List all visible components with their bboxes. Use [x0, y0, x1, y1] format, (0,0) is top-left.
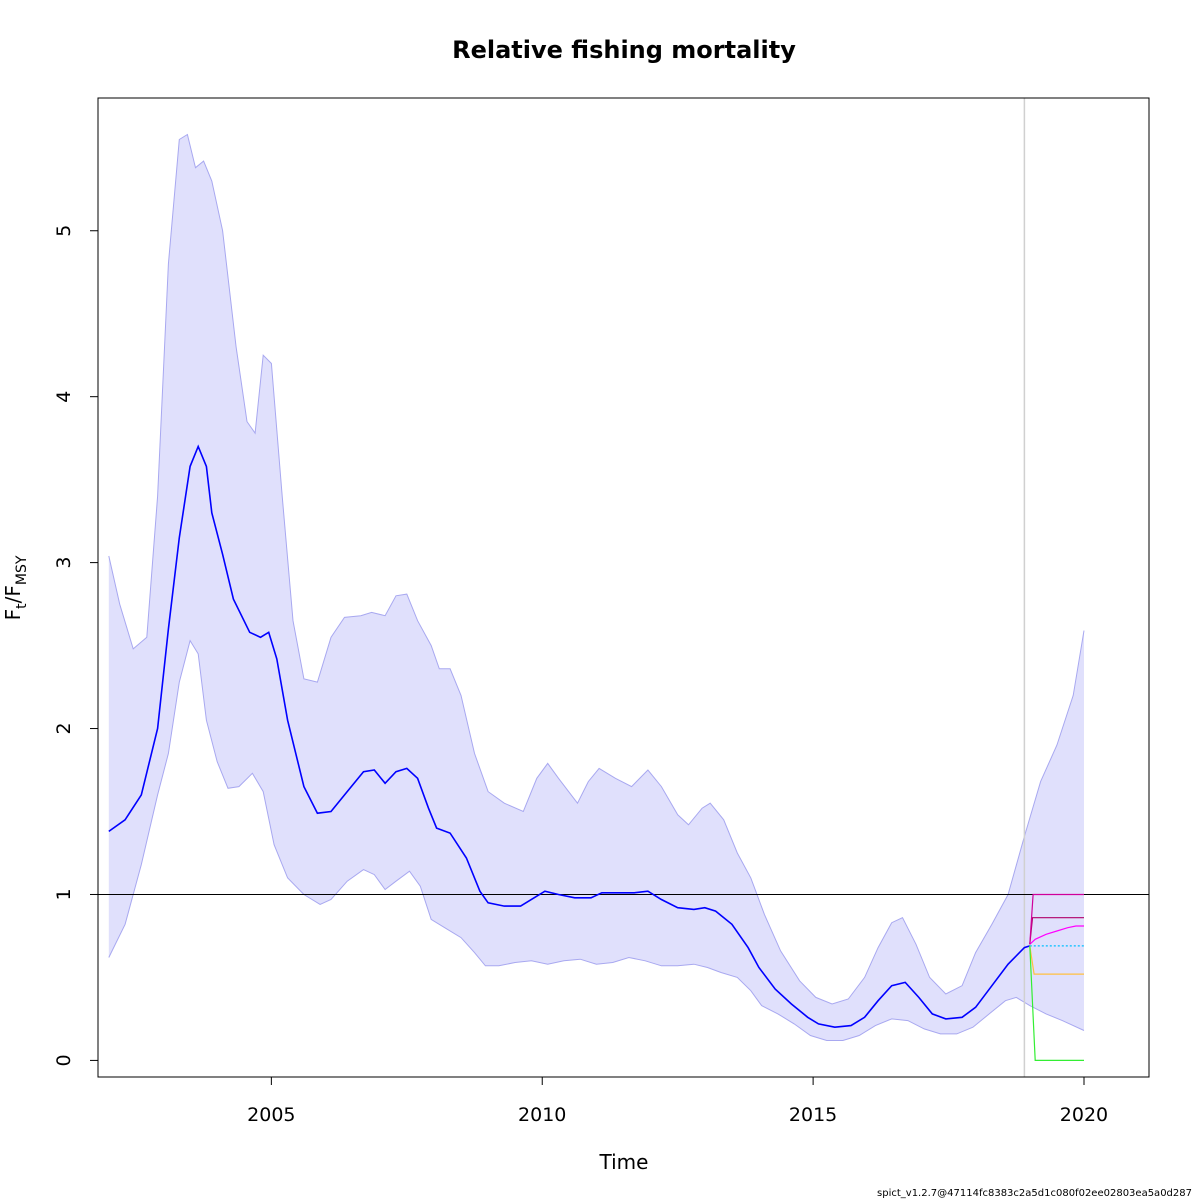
y-tick-label: 1 — [53, 888, 75, 900]
forecast-line-7 — [1029, 945, 1084, 975]
plot-frame — [97, 97, 1150, 1078]
forecast-line-5 — [1029, 893, 1084, 945]
y-tick-label: 5 — [53, 225, 75, 237]
svg-text:Ft/FMSY: Ft/FMSY — [1, 555, 30, 620]
forecast-line-3 — [1029, 925, 1084, 945]
y-tick-label: 2 — [53, 722, 75, 734]
y-tick-label: 0 — [53, 1054, 75, 1066]
plot-area — [98, 98, 1149, 1077]
forecast-line-8 — [1029, 945, 1084, 1062]
y-label-den-sub: MSY — [14, 555, 30, 585]
confidence-band — [108, 134, 1085, 1041]
y-label-num-sub: t — [14, 603, 30, 609]
y-label-base: F — [1, 609, 25, 621]
y-label-slash: / — [1, 596, 25, 603]
version-footer: spict_v1.2.7@47114fc8383c2a5d1c080f02ee0… — [877, 1188, 1192, 1199]
y-tick-label: 4 — [53, 391, 75, 403]
y-axis-label: Ft/FMSY — [1, 555, 30, 620]
upper-bound-line — [108, 133, 1085, 1005]
x-tick-label: 2015 — [789, 1104, 837, 1126]
x-tick-label: 2010 — [518, 1104, 566, 1126]
x-tick-label: 2020 — [1060, 1104, 1108, 1126]
reference-layer — [98, 98, 1149, 1077]
x-axis: 2005 2010 2015 2020 — [247, 1077, 1108, 1126]
estimate-line — [108, 444, 1031, 1029]
x-tick-label: 2005 — [247, 1104, 295, 1126]
y-label-den: F — [1, 585, 25, 597]
chart-title: Relative fishing mortality — [452, 36, 796, 64]
x-axis-label: Time — [599, 1150, 649, 1174]
lower-bound-line — [108, 639, 1085, 1041]
y-tick-label: 3 — [53, 557, 75, 569]
y-axis: 0 1 2 3 4 5 — [53, 225, 98, 1066]
series-layer — [108, 444, 1084, 1062]
confidence-band-layer — [108, 133, 1085, 1041]
